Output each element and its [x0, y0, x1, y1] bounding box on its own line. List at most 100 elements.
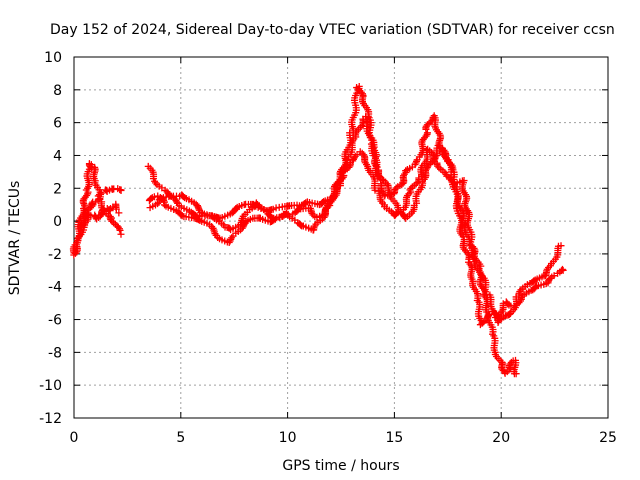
data-point: [506, 360, 514, 368]
data-point: [512, 370, 520, 378]
x-tick-label: 15: [385, 430, 403, 446]
x-tick-label: 20: [492, 430, 510, 446]
data-point: [381, 192, 389, 200]
data-point: [543, 265, 551, 273]
data-point: [462, 196, 470, 204]
data-point: [329, 196, 337, 204]
data-point: [422, 132, 430, 140]
x-tick-label: 25: [599, 430, 617, 446]
y-tick-label: -6: [48, 313, 62, 329]
series-track-f: [146, 145, 567, 322]
data-point: [392, 210, 400, 218]
y-axis-label: SDTVAR / TECUs: [7, 181, 23, 296]
y-tick-label: -12: [39, 411, 62, 427]
data-point: [407, 184, 415, 192]
data-point: [320, 210, 328, 218]
data-point: [446, 175, 454, 183]
data-point: [412, 157, 420, 165]
data-point: [161, 201, 169, 209]
data-point: [228, 234, 236, 242]
plot-frame: [73, 56, 609, 419]
y-tick-label: 10: [44, 50, 62, 66]
data-point: [112, 205, 120, 213]
x-tick-label: 10: [279, 430, 297, 446]
data-point: [516, 297, 524, 305]
data-point: [117, 186, 125, 194]
data-point: [225, 239, 233, 247]
data-point: [333, 180, 341, 188]
data-point: [115, 209, 123, 217]
data-point: [296, 220, 304, 228]
data-point: [117, 230, 125, 238]
data-point: [195, 205, 203, 213]
data-point: [482, 290, 490, 298]
y-tick-label: 8: [53, 83, 62, 99]
data-point: [332, 189, 340, 197]
data-point: [80, 201, 88, 209]
data-point: [209, 213, 217, 221]
y-tick-label: 2: [53, 181, 62, 197]
data-point: [373, 163, 381, 171]
data-point: [541, 271, 549, 279]
data-point: [411, 161, 419, 169]
chart-title: Day 152 of 2024, Sidereal Day-to-day VTE…: [50, 22, 615, 38]
data-point: [349, 157, 357, 165]
data-point: [546, 274, 554, 282]
data-point: [476, 321, 484, 329]
data-point: [371, 186, 379, 194]
data-point: [150, 193, 158, 201]
x-axis-label: GPS time / hours: [282, 458, 399, 474]
y-tick-label: 4: [53, 148, 62, 164]
data-point: [88, 199, 96, 207]
data-point: [360, 151, 368, 159]
data-point: [434, 162, 442, 170]
y-tick-label: -10: [39, 378, 62, 394]
data-point: [116, 226, 124, 234]
data-point: [77, 220, 85, 228]
y-tick-label: -4: [48, 280, 62, 296]
data-point: [226, 237, 234, 245]
data-point: [383, 180, 391, 188]
data-point: [197, 208, 205, 216]
data-point: [195, 216, 203, 224]
data-point: [485, 312, 493, 320]
series-track-c: [77, 200, 123, 232]
data-point: [267, 213, 275, 221]
data-point: [423, 146, 431, 154]
data-point: [338, 169, 346, 177]
axis-ticks: 0 5 10 15 20 25 -12 -10 -8 -6 -4 -2 0 2 4 6 8 10: [39, 50, 617, 446]
data-point: [151, 179, 159, 187]
data-series: [69, 82, 567, 378]
data-point: [97, 189, 105, 197]
data-point: [238, 224, 246, 232]
y-tick-label: -2: [48, 247, 62, 263]
data-point: [353, 84, 361, 92]
data-point: [429, 150, 437, 158]
y-tick-label: 6: [53, 116, 62, 132]
data-point: [491, 314, 499, 322]
data-point: [156, 195, 164, 203]
data-point: [320, 198, 328, 206]
data-point: [345, 163, 353, 171]
data-point: [557, 242, 565, 250]
series-track-d: [144, 82, 520, 378]
data-point: [98, 207, 106, 215]
data-point: [154, 200, 162, 208]
data-point: [447, 177, 455, 184]
x-tick-label: 5: [176, 430, 185, 446]
grid: [74, 57, 608, 418]
data-point: [498, 307, 506, 315]
data-point: [558, 265, 566, 273]
data-point: [423, 129, 431, 137]
data-point: [86, 162, 94, 170]
data-point: [372, 161, 380, 169]
data-point: [440, 146, 448, 154]
y-tick-label: -8: [48, 345, 62, 361]
data-point: [559, 266, 567, 274]
x-tick-label: 0: [70, 430, 79, 446]
data-point: [193, 202, 201, 210]
data-point: [400, 170, 408, 178]
data-point: [173, 198, 181, 206]
data-point: [357, 88, 365, 96]
